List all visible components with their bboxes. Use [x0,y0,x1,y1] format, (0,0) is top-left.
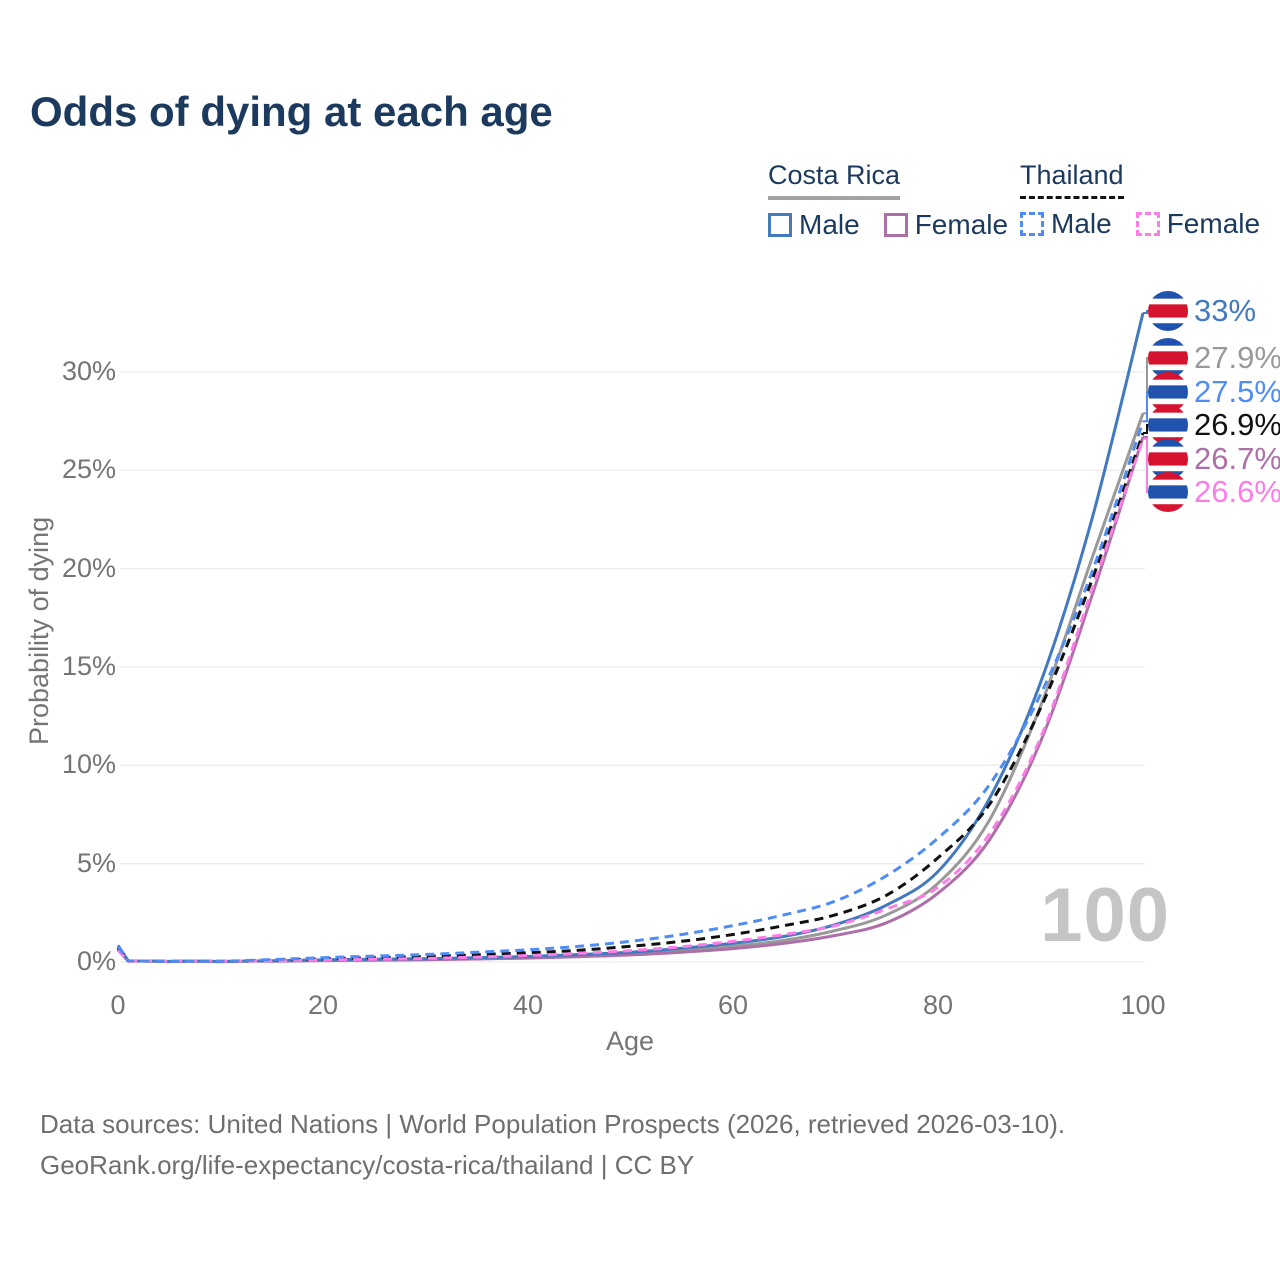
legend-heading-thailand: Thailand [1020,160,1124,199]
legend-item-label: Male [799,209,860,240]
legend-items-costa-rica: Male Female [768,209,1008,241]
end-label-value: 26.7% [1194,441,1280,476]
cr-male-line-swatch-icon [768,213,792,237]
source-url-line: GeoRank.org/life-expectancy/costa-rica/t… [40,1150,695,1180]
y-tick-label: 30% [61,355,116,386]
series-line-th-female [116,438,1145,963]
y-tick-label: 5% [76,847,116,878]
x-tick-label: 100 [1120,990,1166,1020]
series-line-cr-both [116,412,1145,964]
series-line-th-both [116,432,1145,963]
legend-item-label: Female [1166,208,1261,239]
y-axis-title: Probability of dying [24,516,54,745]
series-line-th-male [116,420,1145,963]
source-attribution: Data sources: United Nations | World Pop… [40,1104,1065,1186]
x-tick-label: 40 [512,990,544,1020]
legend-item-th-male[interactable]: Male [1020,208,1112,240]
y-tick-label: 20% [61,552,116,583]
y-tick-label: 0% [76,946,116,976]
cr-female-line-swatch-icon [883,213,908,237]
thailand-flag-icon [1148,472,1188,512]
end-label-value: 27.5% [1194,374,1280,409]
legend-heading-costa-rica: Costa Rica [768,160,901,200]
y-tick-label: 10% [61,749,116,780]
x-tick-label: 60 [717,990,749,1020]
end-label-value: 26.9% [1194,407,1280,442]
legend-group-thailand: Thailand Male Female [1020,160,1260,240]
legend-item-cr-female[interactable]: Female [883,209,1009,241]
x-axis-title: Age [605,1026,655,1056]
series-line-cr-female [116,436,1145,964]
th-male-line-swatch-icon [1020,212,1044,236]
costa-rica-flag-icon [1148,291,1188,331]
age-counter-watermark: 100 [1040,873,1170,958]
end-label-th-female: 26.6% [1148,471,1280,513]
x-tick-label: 20 [307,990,339,1020]
end-label-value: 26.6% [1194,474,1280,509]
x-tick-label: 0 [110,990,126,1020]
legend-item-label: Male [1051,208,1112,239]
y-tick-label: 25% [61,454,116,485]
legend-items-thailand: Male Female [1020,208,1260,240]
end-label-value: 33% [1194,293,1257,328]
x-tick-label: 80 [922,990,954,1020]
gridlines [120,371,1145,963]
page-title: Odds of dying at each age [30,88,553,135]
th-female-line-swatch-icon [1135,212,1160,236]
legend-item-cr-male[interactable]: Male [768,209,860,241]
data-sources-line: Data sources: United Nations | World Pop… [40,1109,1066,1139]
end-label-value: 27.9% [1194,340,1280,375]
legend-item-th-female[interactable]: Female [1135,208,1261,240]
end-label-th-male: 27.5% [1148,371,1280,413]
y-tick-label: 15% [61,650,116,681]
end-label-cr-male: 33% [1148,290,1256,332]
legend-item-label: Female [914,209,1009,240]
legend-group-costa-rica: Costa Rica Male Female [768,160,1008,241]
